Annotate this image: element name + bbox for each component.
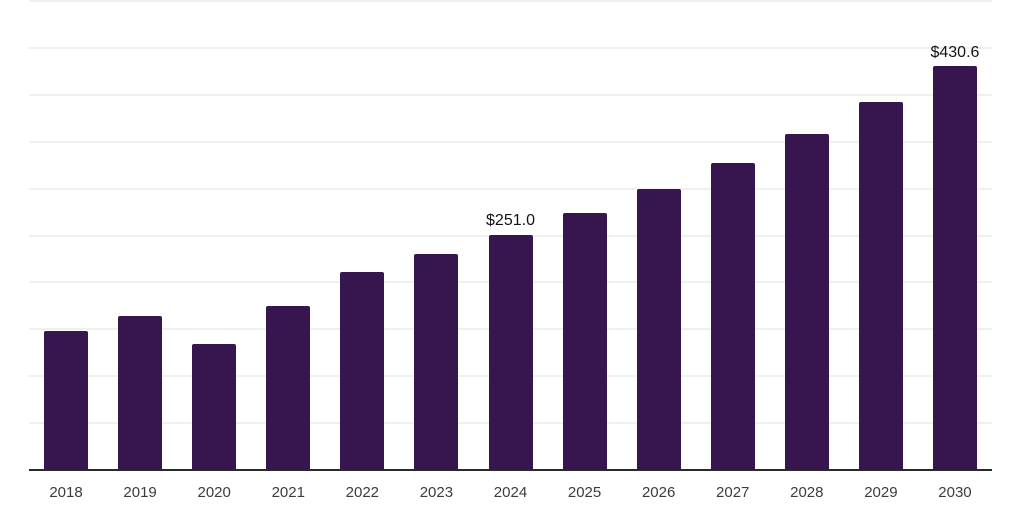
bar <box>858 102 903 470</box>
bar <box>636 188 681 470</box>
bar-value-label: $430.6 <box>930 43 980 61</box>
bar <box>192 344 237 470</box>
gridline <box>29 140 992 143</box>
plot-area: $251.0 $430.6 <box>29 0 992 471</box>
x-tick-label: 2029 <box>864 484 898 501</box>
bar <box>340 272 385 470</box>
x-tick-label: 2023 <box>419 484 454 501</box>
x-tick-label: 2030 <box>938 484 972 501</box>
x-tick-label: 2028 <box>790 484 824 501</box>
x-tick-label: 2018 <box>49 484 83 501</box>
bar <box>784 134 829 470</box>
bar <box>44 330 89 470</box>
gridline <box>29 0 992 2</box>
bar-value-label: $251.0 <box>486 211 535 229</box>
bar <box>710 163 755 470</box>
x-axis-line <box>29 469 992 471</box>
bar <box>488 234 533 470</box>
gridline <box>29 46 992 49</box>
bar <box>562 213 607 470</box>
bar <box>932 66 977 470</box>
bar <box>118 316 163 470</box>
gridline <box>29 93 992 96</box>
x-tick-label: 2025 <box>567 484 602 501</box>
x-tick-label: 2027 <box>716 484 750 501</box>
x-tick-label: 2024 <box>493 484 528 501</box>
x-tick-label: 2021 <box>271 484 305 501</box>
x-tick-label: 2022 <box>345 484 380 501</box>
x-tick-label: 2026 <box>641 484 676 501</box>
x-tick-label: 2019 <box>123 484 157 501</box>
gridline <box>29 187 992 190</box>
bar <box>414 253 459 470</box>
x-tick-label: 2020 <box>197 484 231 501</box>
bar <box>266 305 311 470</box>
